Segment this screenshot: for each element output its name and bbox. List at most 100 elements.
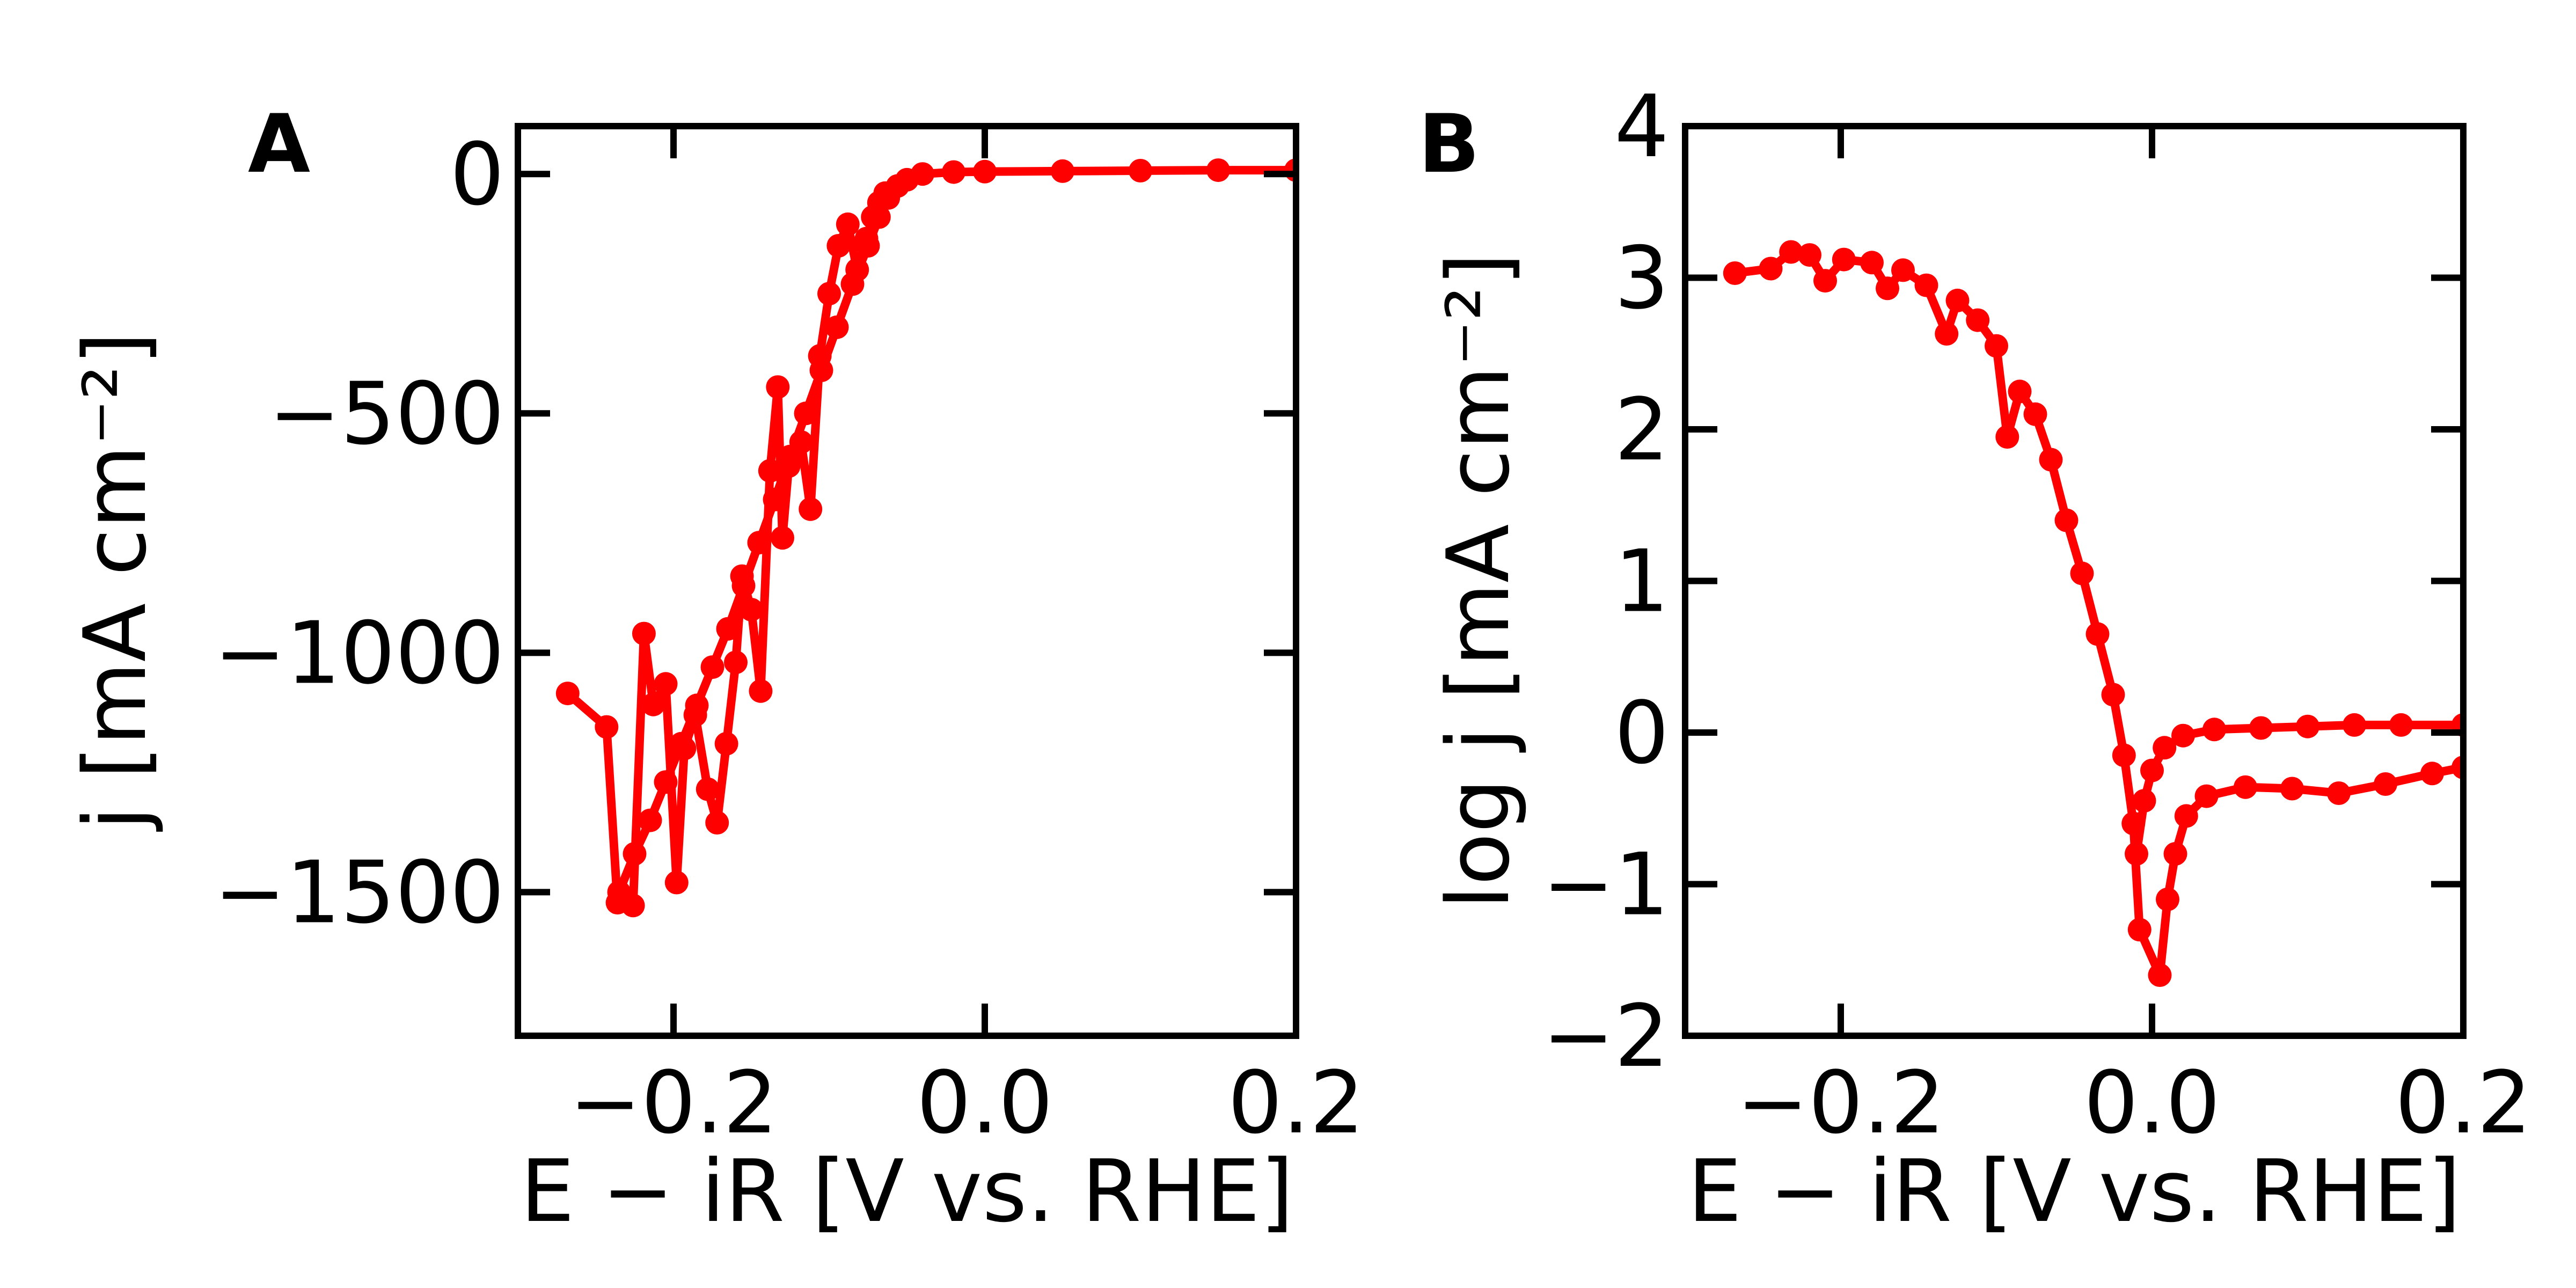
panel-label: A	[248, 98, 310, 191]
data-point	[1129, 159, 1152, 182]
data-point	[623, 842, 647, 866]
data-point	[2389, 713, 2413, 737]
data-point	[763, 487, 787, 511]
data-point	[669, 731, 693, 756]
data-point	[1723, 261, 1747, 285]
series-1-line	[1730, 247, 2463, 979]
y-axis-label: j [mA cm⁻²]	[65, 332, 165, 832]
y-tick-label: −1500	[214, 842, 504, 942]
data-point	[1985, 334, 2008, 358]
data-point	[2420, 762, 2444, 786]
data-point	[1759, 257, 1783, 281]
data-point	[638, 808, 662, 832]
data-point	[1206, 158, 1230, 182]
x-axis-label: E − iR [V vs. RHE]	[521, 1141, 1294, 1241]
data-point	[2148, 963, 2172, 987]
data-point	[1891, 258, 1915, 282]
data-point	[664, 870, 689, 895]
data-point	[836, 212, 860, 236]
data-point	[1832, 247, 1856, 272]
data-point	[1995, 425, 2019, 449]
data-point	[607, 880, 631, 904]
data-point	[2194, 784, 2219, 808]
panel-b: −0.2 0.0 0.2 4 3 2 1 0 −1 −2E − iR [V vs. RHE] log…	[1418, 76, 2531, 1241]
y-tick-label: −1	[1542, 835, 1669, 935]
x-axis-label: E − iR [V vs. RHE]	[1688, 1141, 2461, 1241]
data-point	[2140, 758, 2164, 782]
data-point	[2171, 723, 2195, 748]
data-point	[2202, 718, 2226, 742]
data-point	[2132, 789, 2156, 813]
data-point	[867, 205, 891, 229]
data-point	[2070, 561, 2094, 586]
data-point	[911, 162, 934, 186]
data-point	[2101, 683, 2125, 707]
data-point	[2039, 448, 2063, 472]
data-point	[2127, 918, 2151, 942]
data-point	[817, 282, 841, 306]
data-point	[856, 234, 880, 258]
plot-area	[555, 158, 1296, 918]
y-tick-label: −500	[269, 363, 504, 464]
data-point	[2008, 379, 2032, 404]
x-tick-label: 0.2	[2395, 1052, 2531, 1153]
data-point	[2234, 775, 2257, 799]
data-point	[632, 621, 656, 646]
series-2-line	[614, 166, 1296, 897]
data-point	[595, 715, 619, 739]
data-point	[700, 655, 724, 679]
data-point	[2112, 743, 2136, 767]
data-point	[685, 693, 709, 718]
data-point	[654, 770, 678, 794]
data-point	[840, 272, 865, 296]
data-point	[747, 531, 771, 555]
data-point	[555, 682, 580, 706]
data-point	[2296, 714, 2319, 738]
data-point	[2174, 804, 2198, 828]
panel-a: −0.2 0.0 0.2 0 −500 −1000 −1500 E − iR [V vs. R…	[65, 98, 1364, 1241]
plot-area	[1723, 240, 2463, 987]
data-point	[766, 375, 790, 399]
y-tick-label: 0	[1614, 683, 1669, 783]
data-point	[1935, 322, 1959, 346]
data-point	[2327, 781, 2351, 805]
data-point	[771, 526, 794, 550]
x-tick-label: 0.0	[917, 1052, 1053, 1153]
panel-label: B	[1418, 98, 1480, 191]
y-tick-label: −1000	[214, 603, 504, 703]
data-point	[2023, 402, 2047, 426]
x-tick-label: 0.2	[1228, 1052, 1364, 1153]
data-point	[758, 459, 782, 483]
data-point	[2343, 713, 2366, 737]
data-point	[1966, 308, 1990, 332]
data-point	[799, 497, 823, 521]
data-point	[973, 159, 997, 184]
data-point	[1945, 288, 1970, 312]
x-tick-label: 0.0	[2084, 1052, 2220, 1153]
data-point	[2280, 777, 2304, 801]
data-point	[778, 444, 802, 469]
data-point	[942, 160, 965, 184]
data-point	[1779, 240, 1803, 264]
data-point	[641, 692, 665, 716]
data-point	[2054, 508, 2079, 532]
x-tick-label: −0.2	[569, 1052, 778, 1153]
y-tick-label: 0	[450, 124, 504, 224]
data-point	[2125, 842, 2148, 866]
y-tick-label: −2	[1542, 986, 1669, 1086]
y-tick-label: 2	[1614, 379, 1669, 480]
data-point	[714, 731, 738, 756]
data-point	[826, 234, 851, 258]
data-point	[724, 650, 748, 675]
data-point	[2153, 736, 2177, 760]
data-point	[1798, 243, 1821, 267]
data-point	[2085, 622, 2110, 646]
data-point	[2249, 716, 2273, 740]
y-tick-label: 4	[1614, 76, 1669, 177]
y-axis-label: log j [mA cm⁻²]	[1428, 253, 1528, 910]
data-point	[825, 315, 849, 339]
data-point	[654, 672, 678, 696]
data-point	[2374, 772, 2397, 796]
data-point	[794, 401, 818, 426]
